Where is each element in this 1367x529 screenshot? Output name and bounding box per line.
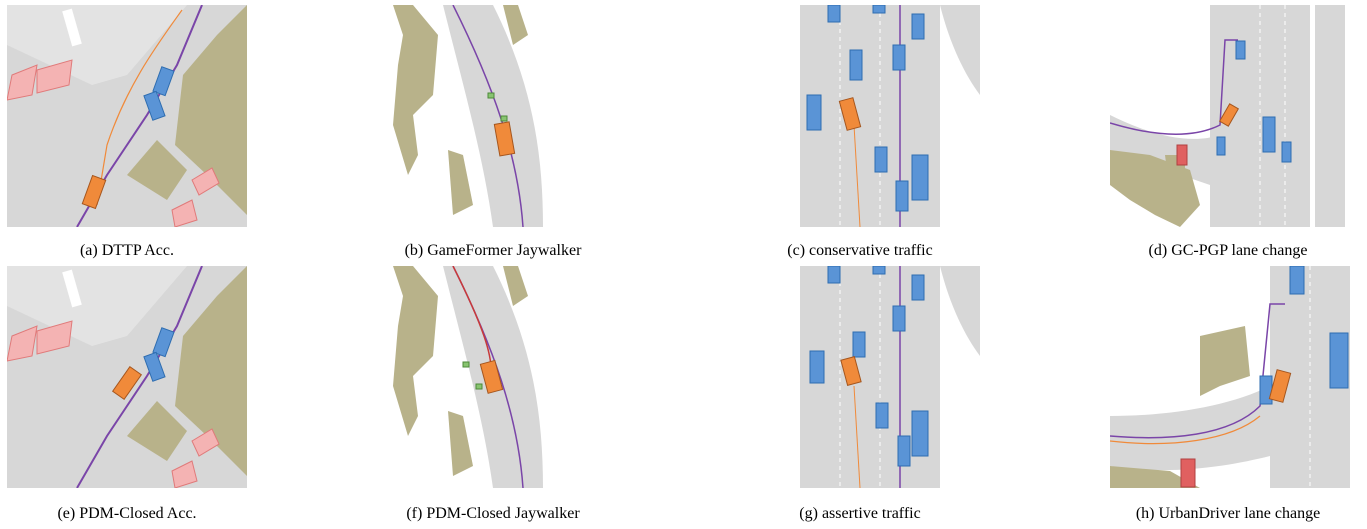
ego-vehicle — [81, 174, 107, 210]
panel-g-scene — [740, 266, 980, 488]
panel-h-scene — [1110, 266, 1350, 488]
panel-e-scene — [7, 266, 247, 488]
pedestrian — [487, 92, 495, 99]
caption-c: (c) conservative traffic — [787, 242, 933, 259]
other-vehicle — [152, 66, 175, 97]
panel-b-scene — [373, 5, 613, 227]
caption-e: (e) PDM-Closed Acc. — [57, 505, 197, 522]
other-vehicle — [143, 90, 166, 121]
caption-a: (a) DTTP Acc. — [79, 242, 175, 259]
panel-c-scene — [740, 5, 980, 227]
caption-g: (g) assertive traffic — [799, 505, 921, 522]
ego-vehicle — [493, 121, 516, 157]
pedestrian — [500, 115, 508, 122]
caption-b: (b) GameFormer Jaywalker — [404, 242, 582, 259]
panel-d-scene — [1110, 5, 1350, 227]
caption-h: (h) UrbanDriver lane change — [1135, 505, 1321, 522]
panel-f-scene — [373, 266, 613, 488]
caption-d: (d) GC-PGP lane change — [1148, 242, 1308, 259]
panel-a-scene — [7, 5, 247, 227]
caption-f: (f) PDM-Closed Jaywalker — [406, 505, 580, 522]
